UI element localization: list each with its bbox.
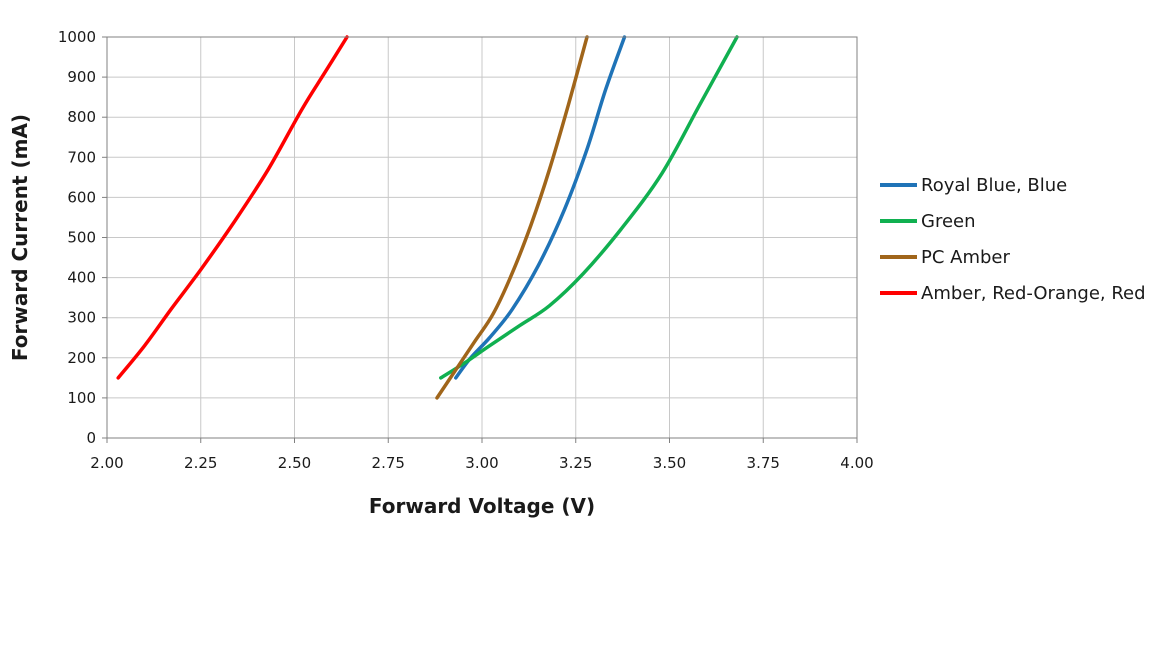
y-tick-label: 900 xyxy=(67,68,96,86)
legend-label: Amber, Red-Orange, Red xyxy=(921,283,1146,304)
gridlines xyxy=(107,37,857,438)
x-tick-label: 3.00 xyxy=(465,454,498,472)
y-tick-label: 200 xyxy=(67,349,96,367)
x-tick-label: 2.50 xyxy=(278,454,311,472)
y-tick-label: 700 xyxy=(67,148,96,166)
legend-label: Green xyxy=(921,211,976,232)
y-tick-label: 100 xyxy=(67,389,96,407)
y-axis-ticks: 0 100 200 300 400 500 600 700 800 900 1000 xyxy=(58,28,107,447)
y-axis-title: Forward Current (mA) xyxy=(8,114,32,361)
y-tick-label: 300 xyxy=(67,309,96,327)
x-axis-ticks: 2.00 2.25 2.50 2.75 3.00 3.25 3.50 3.75 4.00 xyxy=(90,438,874,472)
legend-item: Green xyxy=(880,211,976,232)
series-line-pc-amber xyxy=(435,35,589,400)
series-line-green xyxy=(439,35,739,380)
legend-item: Royal Blue, Blue xyxy=(880,175,1067,196)
legend-item: Amber, Red-Orange, Red xyxy=(880,283,1146,304)
x-tick-label: 2.75 xyxy=(372,454,405,472)
legend-label: Royal Blue, Blue xyxy=(921,175,1067,196)
x-axis-title: Forward Voltage (V) xyxy=(369,494,595,518)
x-tick-label: 2.00 xyxy=(90,454,123,472)
legend-label: PC Amber xyxy=(921,247,1010,268)
x-tick-label: 3.50 xyxy=(653,454,686,472)
y-tick-label: 600 xyxy=(67,188,96,206)
series-lines xyxy=(116,35,739,400)
x-tick-label: 3.25 xyxy=(559,454,592,472)
x-tick-label: 2.25 xyxy=(184,454,217,472)
series-line-amber-red-orange-red xyxy=(116,35,349,380)
legend-item: PC Amber xyxy=(880,247,1010,268)
x-tick-label: 3.75 xyxy=(747,454,780,472)
y-tick-label: 400 xyxy=(67,269,96,287)
y-tick-label: 500 xyxy=(67,229,96,247)
y-tick-label: 0 xyxy=(86,429,96,447)
x-tick-label: 4.00 xyxy=(840,454,873,472)
legend: Royal Blue, Blue Green PC Amber Amber, Red-… xyxy=(880,175,1146,304)
series-line-royal-blue-blue xyxy=(454,35,627,380)
y-tick-label: 1000 xyxy=(58,28,96,46)
y-tick-label: 800 xyxy=(67,108,96,126)
